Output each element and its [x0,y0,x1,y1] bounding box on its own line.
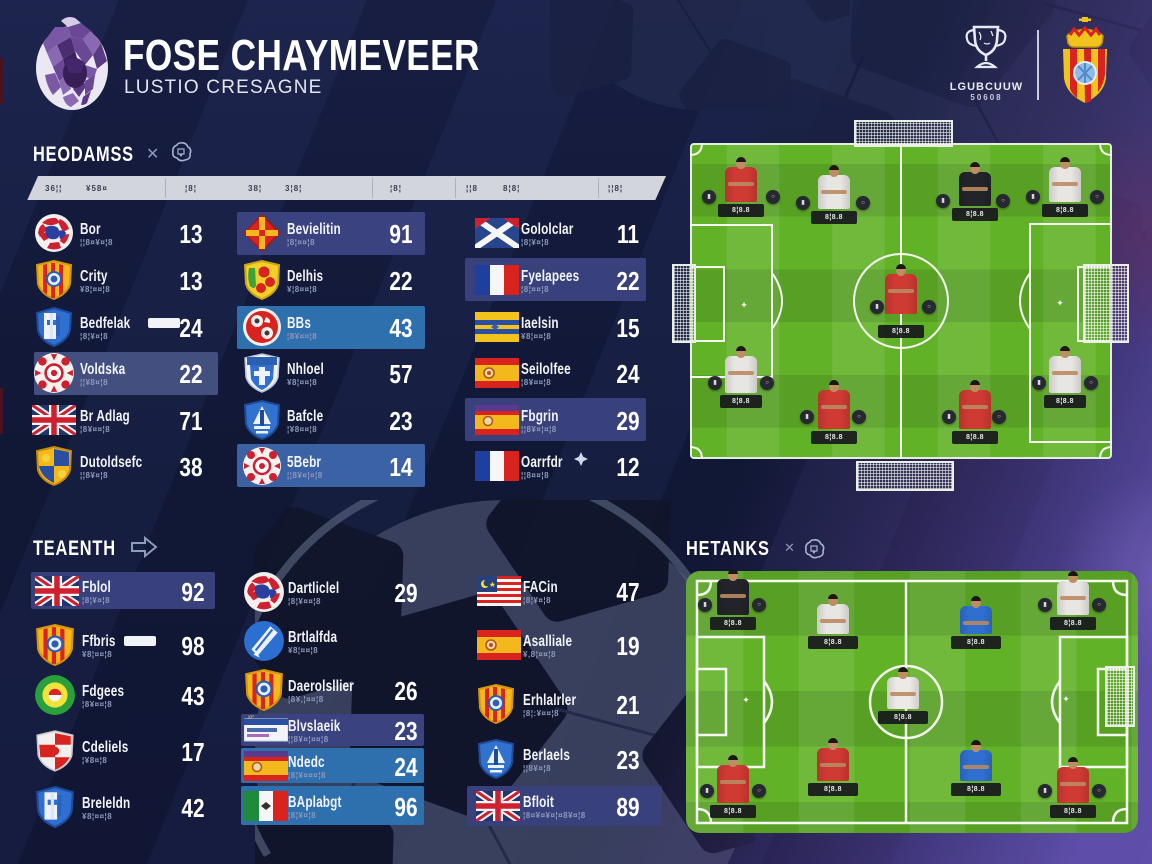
svg-text:xP: xP [248,715,255,721]
